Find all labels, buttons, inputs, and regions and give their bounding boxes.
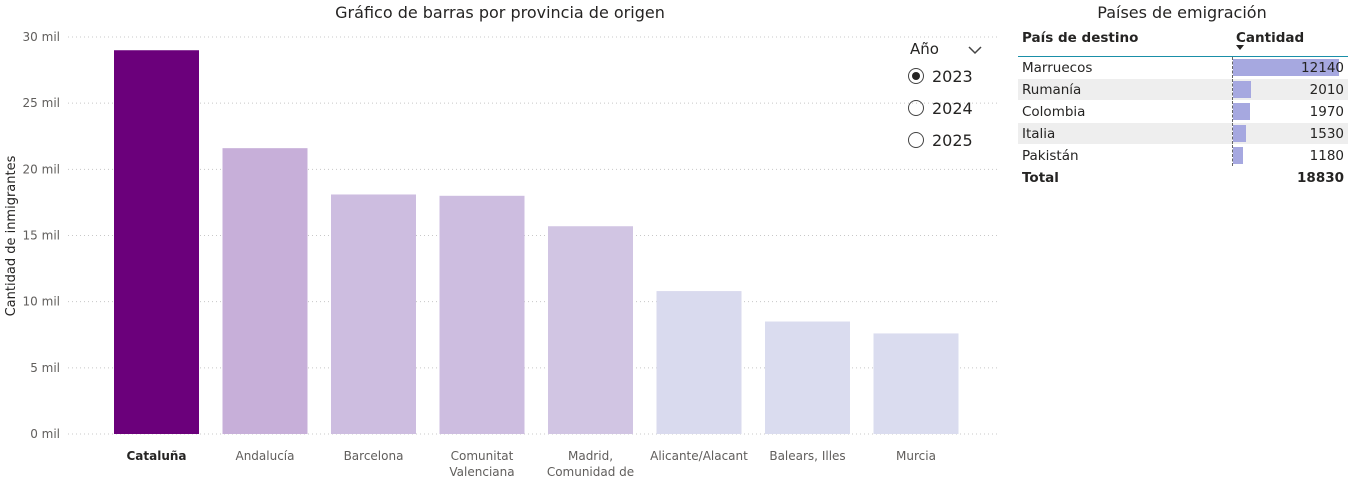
total-value: 18830 [1297, 170, 1344, 186]
amount-cell: 1530 [1231, 122, 1348, 145]
slicer-option-2023[interactable]: 2023 [908, 60, 988, 92]
x-tick-label: Comunitat [451, 449, 514, 463]
table-total-row: Total 18830 [1018, 166, 1348, 190]
table-row[interactable]: Colombia 1970 [1018, 100, 1348, 123]
amount-value: 2010 [1309, 81, 1344, 98]
y-tick-label: 15 mil [23, 229, 60, 243]
y-tick-label: 10 mil [23, 295, 60, 309]
amount-cell: 12140 [1231, 56, 1348, 79]
bar [656, 291, 742, 434]
slicer-option-label: 2023 [932, 66, 973, 86]
x-tick-label: Madrid, [568, 449, 613, 463]
amount-value: 1180 [1309, 147, 1344, 164]
year-slicer: Año 2023 2024 2025 [908, 38, 988, 156]
bar [114, 50, 199, 434]
radio-unchecked-icon[interactable] [908, 132, 924, 148]
y-axis-title: Cantidad de inmigrantes [4, 155, 19, 316]
radio-checked-icon[interactable] [908, 68, 924, 84]
slicer-header: Año [908, 38, 988, 60]
bar [439, 195, 525, 434]
radio-unchecked-icon[interactable] [908, 100, 924, 116]
emigration-table-visual: Países de emigración País de destino Can… [1014, 0, 1350, 482]
data-bar [1232, 59, 1339, 76]
data-bar [1232, 81, 1251, 98]
x-tick-label: Andalucía [235, 449, 294, 463]
bar [765, 321, 850, 434]
y-tick-label: 20 mil [23, 162, 60, 176]
y-tick-label: 30 mil [23, 30, 60, 44]
country-cell: Marruecos [1022, 59, 1093, 76]
chart-title: Gráfico de barras por provincia de orige… [335, 3, 665, 22]
table-body: Marruecos 12140 Rumanía 2010 Colombia 1970 Ita… [1018, 56, 1348, 167]
total-label: Total [1022, 170, 1059, 186]
x-tick-label: Murcia [896, 449, 936, 463]
x-tick-label: Cataluña [126, 449, 186, 463]
table-title: Países de emigración [1097, 3, 1267, 22]
bar [331, 194, 416, 434]
bar [873, 333, 959, 434]
header-amount-label: Cantidad [1236, 30, 1305, 46]
data-bar [1232, 103, 1250, 120]
header-country[interactable]: País de destino [1022, 30, 1139, 46]
sort-descending-icon [1236, 45, 1244, 50]
bar [222, 148, 308, 434]
x-tick-label: Alicante/Alacant [650, 449, 748, 463]
y-tick-label: 5 mil [30, 361, 60, 375]
data-bar [1232, 147, 1243, 164]
table-row[interactable]: Marruecos 12140 [1018, 56, 1348, 79]
table-row[interactable]: Pakistán 1180 [1018, 144, 1348, 167]
table-row[interactable]: Italia 1530 [1018, 122, 1348, 145]
x-tick-label: Comunidad de [547, 465, 634, 479]
table-header-row: País de destino Cantidad [1018, 28, 1348, 57]
bar [548, 226, 633, 434]
country-cell: Italia [1018, 122, 1232, 145]
y-tick-label: 25 mil [23, 96, 60, 110]
slicer-option-2024[interactable]: 2024 [908, 92, 988, 124]
amount-cell: 1970 [1231, 100, 1348, 123]
emigration-table: País de destino Cantidad Marruecos 12140 R… [1018, 28, 1348, 189]
amount-cell: 2010 [1231, 78, 1348, 101]
slicer-options: 2023 2024 2025 [908, 60, 988, 156]
slicer-option-2025[interactable]: 2025 [908, 124, 988, 156]
x-tick-label: Balears, Illes [769, 449, 845, 463]
data-bar [1232, 125, 1246, 142]
y-tick-label: 0 mil [30, 427, 60, 441]
slicer-title: Año [910, 40, 939, 58]
bar-chart: Gráfico de barras por provincia de orige… [4, 3, 1000, 479]
country-cell: Pakistán [1022, 147, 1079, 164]
amount-value: 1970 [1309, 103, 1344, 120]
x-tick-label: Valenciana [449, 465, 514, 479]
bar-chart-svg: 0 mil 5 mil 10 mil 15 mil 20 mil 25 mil 30 mil… [4, 30, 1000, 479]
amount-cell: 1180 [1231, 144, 1348, 167]
header-amount[interactable]: Cantidad [1232, 28, 1348, 57]
x-tick-label: Barcelona [344, 449, 404, 463]
slicer-option-label: 2024 [932, 98, 973, 118]
table-row[interactable]: Rumanía 2010 [1018, 78, 1348, 101]
amount-value: 12140 [1301, 59, 1344, 76]
country-cell: Rumanía [1018, 78, 1232, 101]
chevron-down-icon[interactable] [968, 40, 982, 59]
amount-value: 1530 [1309, 125, 1344, 142]
slicer-option-label: 2025 [932, 130, 973, 150]
country-cell: Colombia [1022, 103, 1086, 120]
